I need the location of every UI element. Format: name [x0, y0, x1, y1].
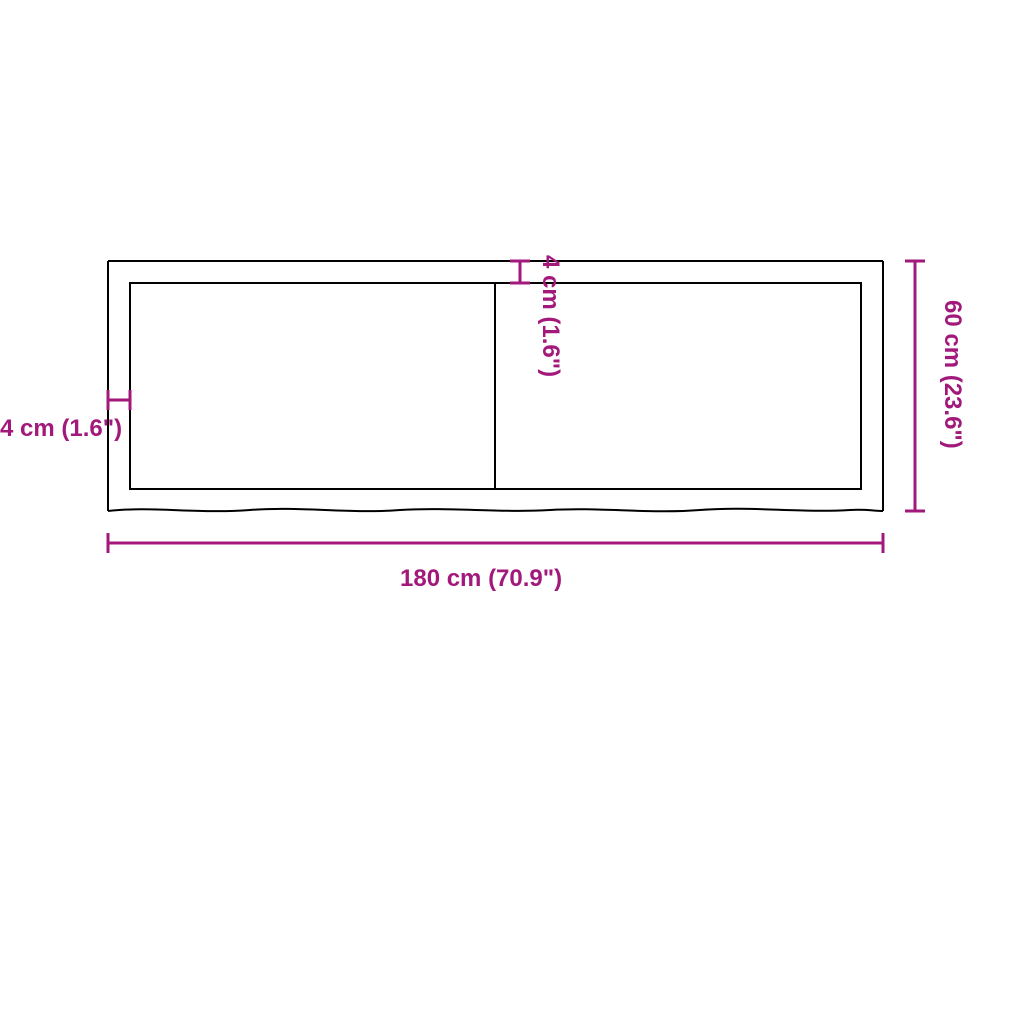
height-dimension-line [905, 261, 925, 511]
width-label: 180 cm (70.9") [400, 565, 562, 593]
diagram-svg [0, 0, 1024, 1024]
left-frame-label: 4 cm (1.6") [0, 415, 105, 443]
dimension-diagram: 180 cm (70.9") 60 cm (23.6") 4 cm (1.6")… [0, 0, 1024, 1024]
top-frame-bracket [510, 261, 530, 283]
top-frame-label: 4 cm (1.6") [536, 255, 564, 377]
left-frame-bracket [108, 390, 130, 410]
width-dimension-line [108, 533, 883, 553]
height-label: 60 cm (23.6") [938, 300, 966, 449]
